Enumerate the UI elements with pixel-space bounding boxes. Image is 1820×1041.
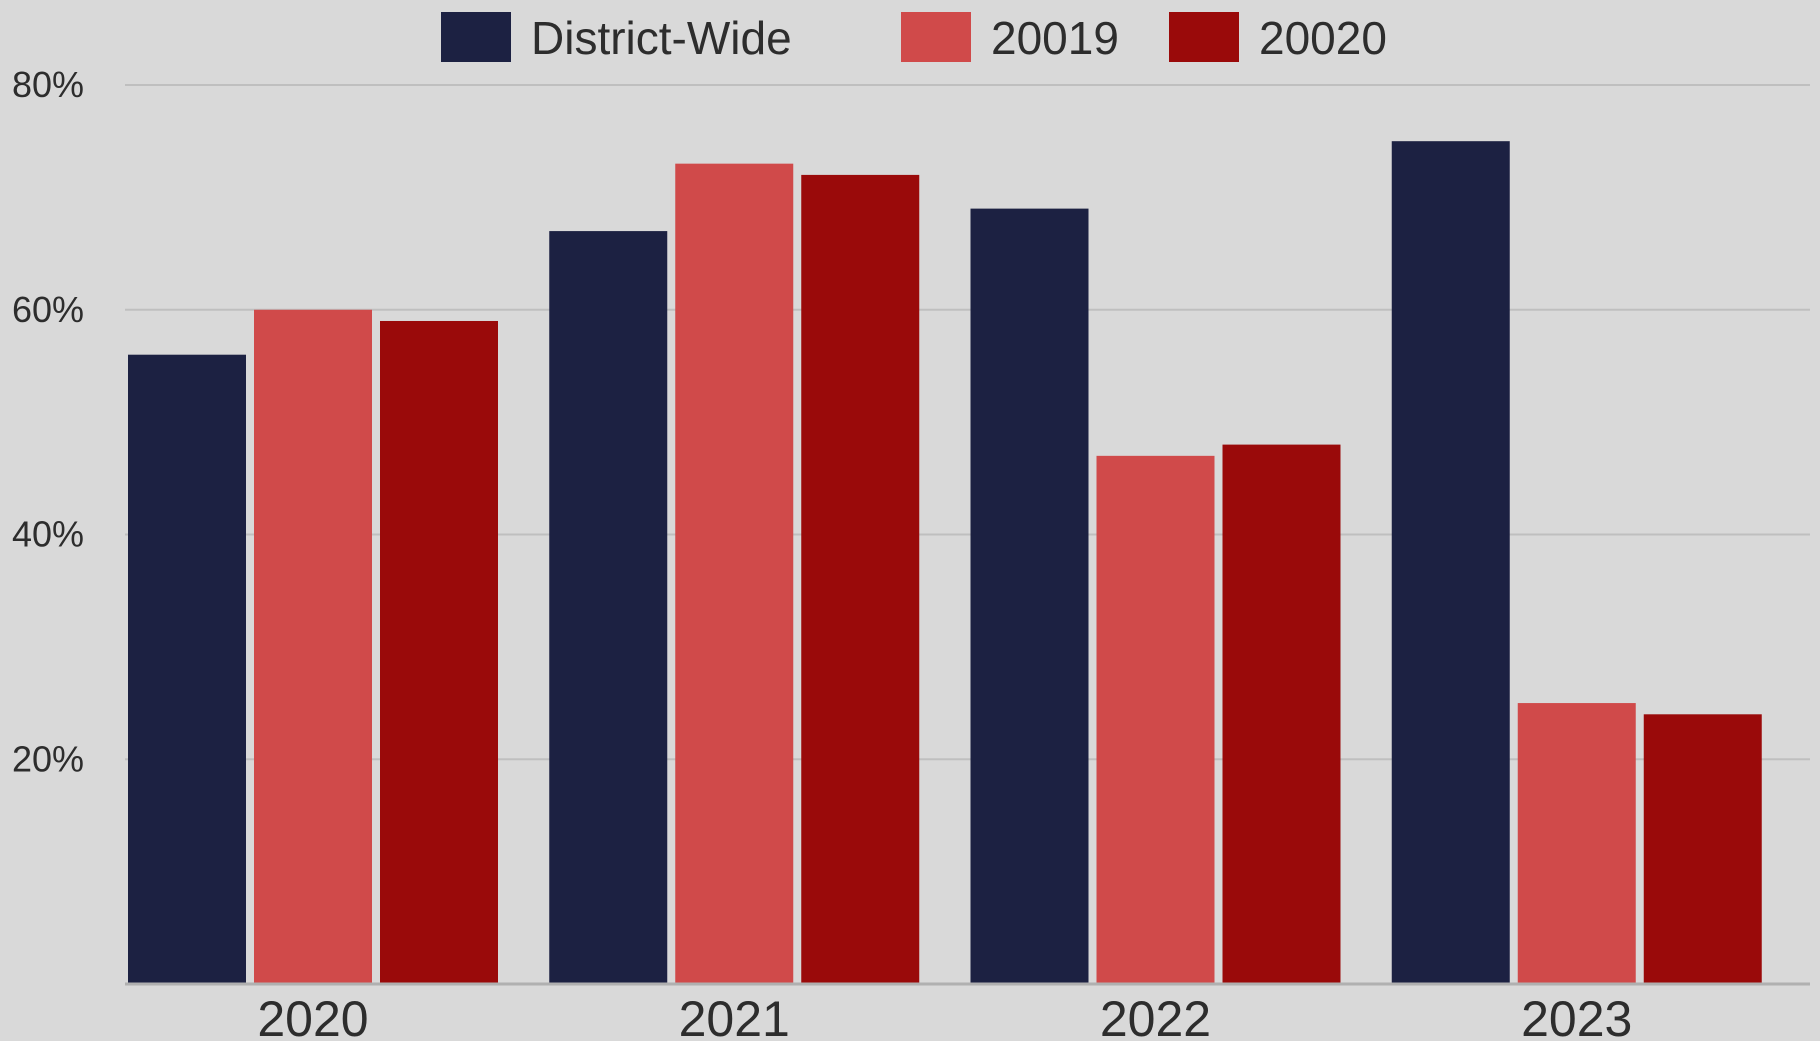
bar (549, 231, 668, 984)
bar (380, 320, 498, 984)
x-axis-categories: 2020 2021 2022 2023 (257, 991, 1632, 1041)
x-category-label: 2021 (679, 991, 790, 1041)
bar (801, 174, 920, 984)
bar (1391, 141, 1510, 984)
bar (1517, 703, 1636, 984)
y-tick-label: 80% (12, 64, 84, 105)
legend-swatch (1169, 12, 1239, 62)
y-axis-ticks: 20% 40% 60% 80% (12, 64, 84, 779)
y-tick-label: 60% (12, 289, 84, 330)
legend-swatch (901, 12, 971, 62)
legend-label: 20020 (1259, 12, 1387, 64)
legend-label: District-Wide (531, 12, 792, 64)
x-category-label: 2020 (257, 991, 368, 1041)
y-tick-label: 40% (12, 514, 84, 555)
bar (128, 354, 246, 984)
legend-label: 20019 (991, 12, 1119, 64)
bars (128, 141, 1762, 985)
x-category-label: 2022 (1100, 991, 1211, 1041)
bar (1096, 455, 1215, 984)
bar (675, 163, 794, 985)
x-category-label: 2023 (1521, 991, 1632, 1041)
bar (1643, 714, 1762, 984)
bar (970, 208, 1089, 985)
bar (1222, 444, 1341, 985)
gridlines (125, 84, 1810, 761)
legend: District-Wide 20019 20020 (441, 12, 1387, 64)
bar (254, 309, 372, 984)
legend-swatch (441, 12, 511, 62)
y-tick-label: 20% (12, 738, 84, 779)
